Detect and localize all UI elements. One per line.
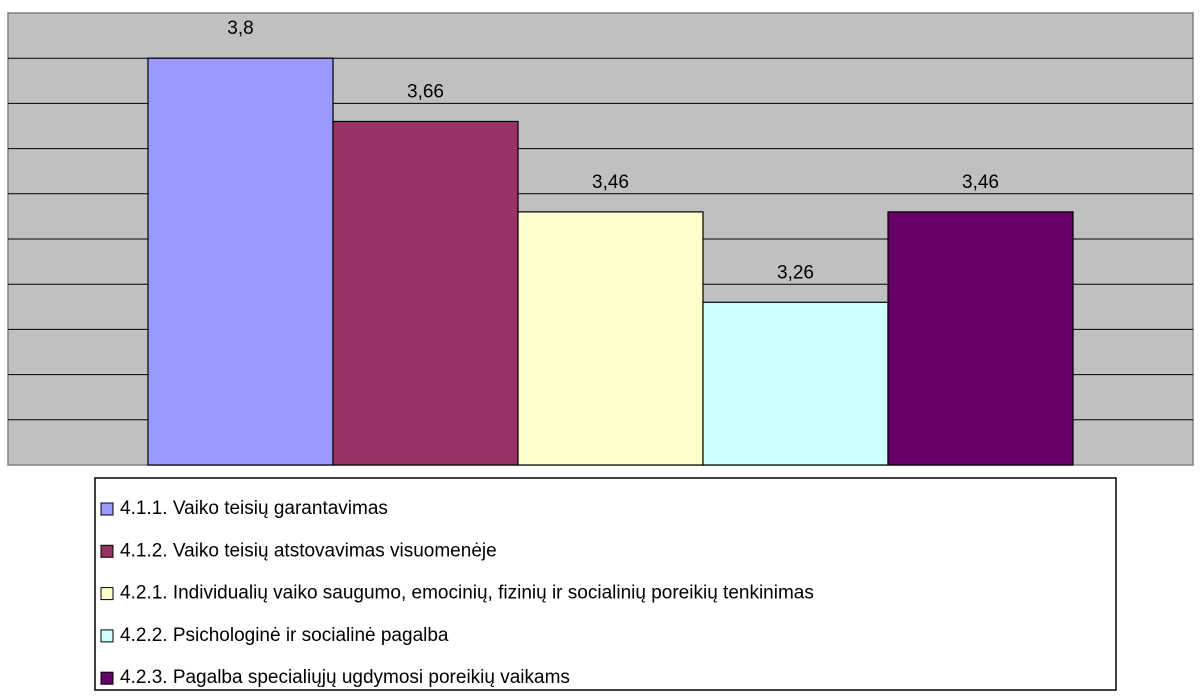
legend-swatch	[100, 502, 114, 516]
bar	[147, 57, 334, 466]
legend-swatch	[100, 671, 114, 685]
legend-swatch	[100, 587, 114, 601]
data-label: 3,46	[592, 172, 629, 193]
bar	[702, 301, 889, 466]
data-label: 3,8	[227, 18, 253, 39]
legend-label: 4.2.2. Psichologinė ir socialinė pagalba	[120, 625, 449, 646]
legend	[94, 477, 1117, 691]
bar	[332, 120, 519, 466]
data-label: 3,66	[407, 81, 444, 102]
legend-swatch	[100, 629, 114, 643]
legend-label: 4.1.1. Vaiko teisių garantavimas	[120, 498, 388, 519]
bar	[517, 211, 704, 466]
legend-swatch	[100, 544, 114, 558]
legend-label: 4.1.2. Vaiko teisių atstovavimas visuome…	[120, 540, 497, 561]
legend-label: 4.2.1. Individualių vaiko saugumo, emoci…	[120, 583, 814, 604]
legend-label: 4.2.3. Pagalba specialiųjų ugdymosi pore…	[120, 667, 570, 688]
data-label: 3,46	[962, 172, 999, 193]
bar	[887, 211, 1074, 466]
data-label: 3,26	[777, 262, 814, 283]
